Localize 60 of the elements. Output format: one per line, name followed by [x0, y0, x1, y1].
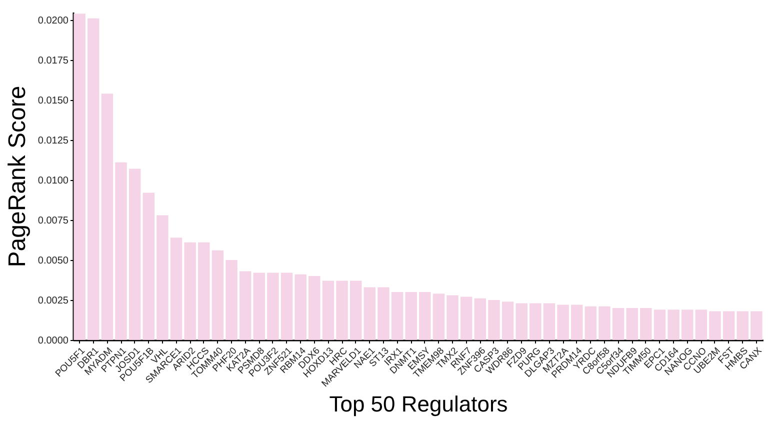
bar [474, 298, 486, 340]
bar [695, 310, 708, 340]
y-tick-label: 0.0150 [38, 96, 69, 106]
bar [640, 308, 652, 340]
bar [170, 238, 182, 340]
bar [128, 168, 141, 340]
bar [750, 311, 762, 340]
bar [142, 192, 154, 340]
y-tick-label: 0.0050 [38, 256, 69, 266]
bar [432, 294, 445, 340]
x-axis-title: Top 50 Regulators [329, 391, 508, 416]
bar [516, 303, 528, 340]
bar [308, 276, 320, 340]
bar [239, 271, 252, 340]
y-tick-label: 0.0000 [38, 336, 69, 346]
bar [446, 295, 458, 340]
bar [156, 215, 168, 340]
bar [294, 274, 306, 340]
bar [226, 260, 238, 340]
bar [557, 304, 569, 340]
bar [460, 296, 472, 340]
bar [267, 272, 279, 340]
bar [502, 302, 514, 340]
bar [378, 287, 390, 340]
bar [322, 280, 334, 340]
bar [391, 292, 404, 340]
bar [612, 308, 624, 340]
bar [736, 311, 748, 340]
y-tick-label: 0.0200 [38, 16, 69, 26]
bar [530, 303, 542, 340]
bar [115, 162, 127, 340]
bar [405, 292, 417, 340]
bar [598, 306, 610, 340]
y-tick-label: 0.0075 [38, 216, 69, 226]
bar [350, 280, 362, 340]
y-tick-label: 0.0100 [38, 176, 69, 186]
y-axis-title: PageRank Score [4, 86, 31, 268]
bar [212, 250, 224, 340]
bar [668, 310, 680, 340]
bar [198, 242, 210, 340]
y-tick-label: 0.0025 [38, 296, 69, 306]
bar [184, 242, 196, 340]
bar [626, 308, 638, 340]
bar [488, 300, 500, 340]
bar [88, 18, 100, 340]
bar [280, 272, 293, 340]
bar [654, 310, 666, 340]
y-tick-label: 0.0125 [38, 136, 69, 146]
bar [682, 310, 694, 340]
bar [101, 94, 114, 340]
bar [253, 272, 266, 340]
bar [570, 304, 583, 340]
bar [336, 280, 348, 340]
bar [584, 306, 597, 340]
bar [419, 292, 431, 340]
bar [364, 287, 376, 340]
y-tick-label: 0.0175 [38, 56, 69, 66]
bar [722, 311, 735, 340]
bar [543, 303, 556, 340]
bar [709, 311, 721, 340]
